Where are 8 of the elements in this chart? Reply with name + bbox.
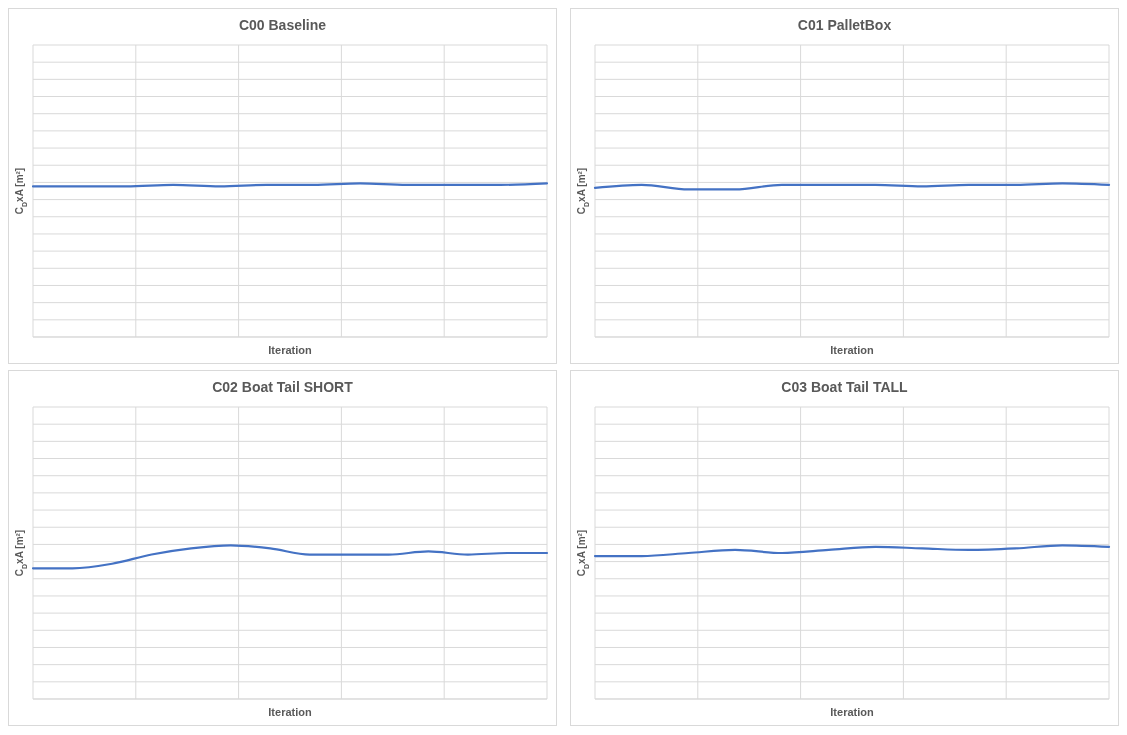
chart-title: C02 Boat Tail SHORT <box>212 379 354 395</box>
x-axis-title: Iteration <box>268 706 312 718</box>
chart-title: C01 PalletBox <box>797 17 892 33</box>
chart-title: C00 Baseline <box>238 17 327 33</box>
x-axis-title: Iteration <box>830 344 874 356</box>
x-axis-title: Iteration <box>830 706 874 718</box>
chart-title: C03 Boat Tail TALL <box>781 379 909 395</box>
x-axis-title: Iteration <box>268 344 312 356</box>
